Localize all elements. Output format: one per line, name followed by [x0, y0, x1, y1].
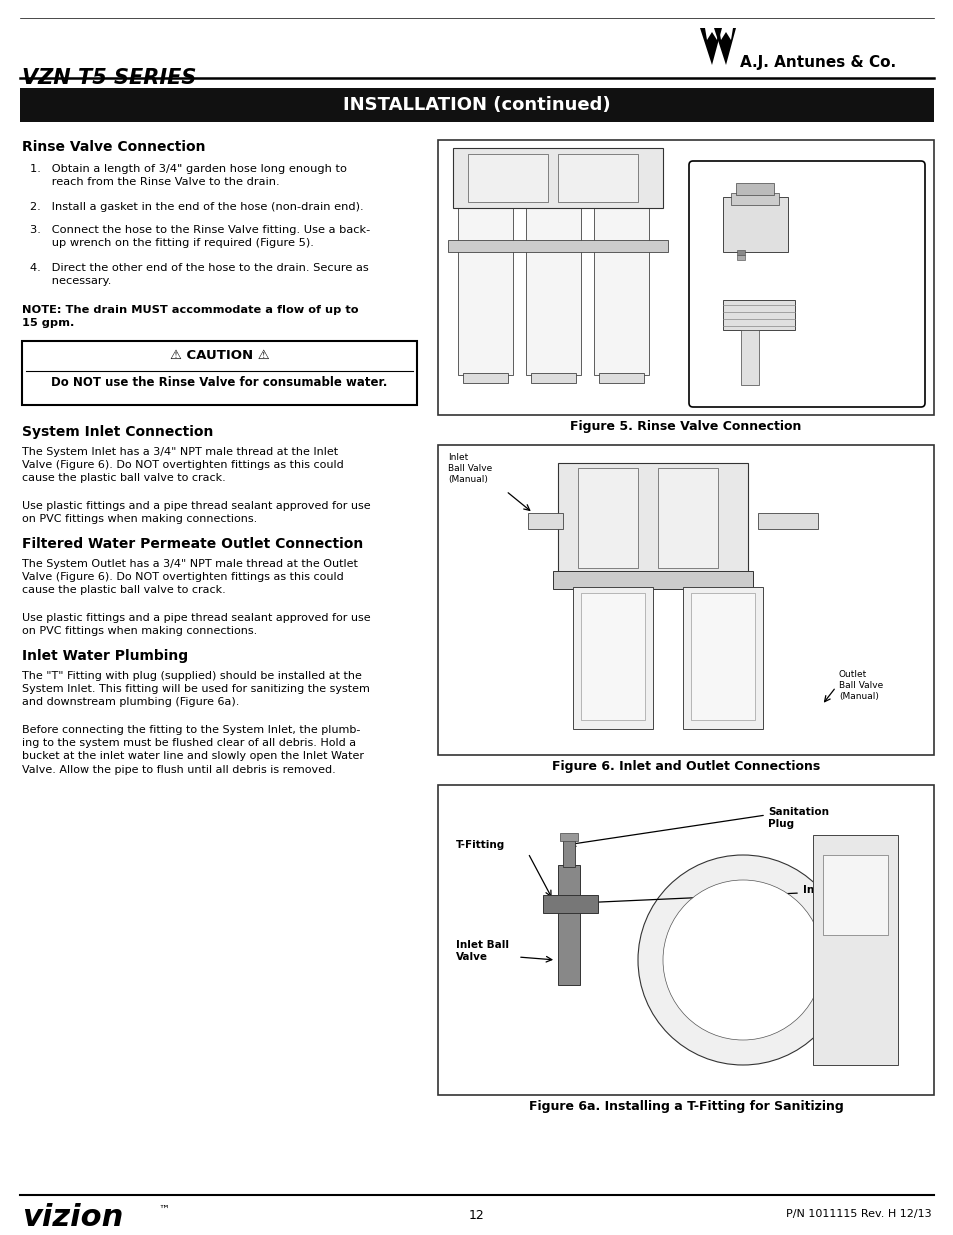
Bar	[822, 855, 887, 935]
Bar	[558, 463, 747, 573]
Bar	[598, 373, 643, 383]
Text: Figure 5. Rinse Valve Connection: Figure 5. Rinse Valve Connection	[570, 420, 801, 433]
Bar	[558, 154, 638, 203]
Text: VZN T5 SERIES: VZN T5 SERIES	[22, 68, 196, 88]
Text: Inlet Ball
Valve: Inlet Ball Valve	[456, 940, 509, 962]
Bar	[740, 330, 759, 385]
Text: 12: 12	[469, 1209, 484, 1221]
Text: Filtered Water Permeate Outlet Connection: Filtered Water Permeate Outlet Connectio…	[22, 537, 363, 551]
Text: A.J. Antunes & Co.: A.J. Antunes & Co.	[740, 56, 895, 70]
Bar	[20, 88, 933, 122]
Bar	[437, 445, 933, 755]
Text: 4.   Direct the other end of the hose to the drain. Secure as
      necessary.: 4. Direct the other end of the hose to t…	[30, 263, 369, 285]
Text: NOTE: The drain MUST accommodate a flow of up to
15 gpm.: NOTE: The drain MUST accommodate a flow …	[22, 305, 358, 327]
Bar	[737, 249, 744, 254]
Bar	[468, 154, 547, 203]
Bar	[690, 593, 754, 720]
Text: vizion: vizion	[22, 1203, 123, 1233]
Text: The "T" Fitting with plug (supplied) should be installed at the
System Inlet. Th: The "T" Fitting with plug (supplied) sho…	[22, 671, 370, 708]
Text: Sanitation
Plug: Sanitation Plug	[767, 806, 828, 830]
Bar	[580, 593, 644, 720]
Bar	[559, 832, 578, 841]
Bar	[437, 785, 933, 1095]
Text: Use plastic fittings and a pipe thread sealant approved for use
on PVC fittings : Use plastic fittings and a pipe thread s…	[22, 613, 370, 636]
FancyBboxPatch shape	[688, 161, 924, 408]
Text: Outlet
Ball Valve
(Manual): Outlet Ball Valve (Manual)	[838, 671, 882, 701]
Polygon shape	[700, 28, 721, 65]
Circle shape	[638, 855, 847, 1065]
Bar	[527, 513, 562, 529]
Bar	[437, 140, 933, 415]
Text: Inlet
Ball Valve
(Manual): Inlet Ball Valve (Manual)	[448, 453, 492, 484]
Polygon shape	[713, 28, 735, 65]
Text: 1.   Obtain a length of 3/4" garden hose long enough to
      reach from the Rin: 1. Obtain a length of 3/4" garden hose l…	[30, 164, 347, 186]
Bar	[448, 240, 667, 252]
Bar	[730, 193, 779, 205]
Bar	[22, 341, 416, 405]
Text: Rinse Valve Connection: Rinse Valve Connection	[22, 140, 205, 154]
Text: Do NOT use the Rinse Valve for consumable water.: Do NOT use the Rinse Valve for consumabl…	[51, 375, 387, 389]
Bar	[462, 373, 507, 383]
Bar	[658, 468, 718, 568]
Text: Figure 6a. Installing a T-Fitting for Sanitizing: Figure 6a. Installing a T-Fitting for Sa…	[528, 1100, 842, 1113]
Text: 3/4"
Garden Hose
(not supplied)
directed
to drain: 3/4" Garden Hose (not supplied) directed…	[804, 296, 867, 351]
Bar	[590, 156, 651, 169]
Text: Before connecting the fitting to the System Inlet, the plumb-
ing to the system : Before connecting the fitting to the Sys…	[22, 725, 364, 774]
Bar	[562, 837, 575, 867]
Bar	[578, 468, 638, 568]
Bar	[542, 895, 598, 913]
Text: VIZION: VIZION	[693, 944, 741, 956]
Text: 3/4"
Garden
Hose
Connection: 3/4" Garden Hose Connection	[804, 209, 856, 251]
Text: T-Fitting: T-Fitting	[456, 840, 505, 850]
Bar	[722, 300, 794, 330]
Text: INSTALLATION (continued): INSTALLATION (continued)	[343, 96, 610, 114]
Text: Figure 6. Inlet and Outlet Connections: Figure 6. Inlet and Outlet Connections	[551, 760, 820, 773]
Bar	[558, 864, 579, 986]
Bar	[722, 198, 787, 252]
Text: Inlet Water Plumbing: Inlet Water Plumbing	[22, 650, 188, 663]
Text: Use plastic fittings and a pipe thread sealant approved for use
on PVC fittings : Use plastic fittings and a pipe thread s…	[22, 501, 370, 524]
Bar	[594, 165, 648, 375]
Text: System Inlet Connection: System Inlet Connection	[22, 425, 213, 438]
Text: The System Inlet has a 3/4" NPT male thread at the Inlet
Valve (Figure 6). Do NO: The System Inlet has a 3/4" NPT male thr…	[22, 447, 343, 483]
Text: ™: ™	[158, 1205, 169, 1215]
Bar	[553, 571, 752, 589]
Bar	[457, 165, 513, 375]
Bar	[522, 156, 583, 169]
Bar	[758, 513, 817, 529]
Text: ⚠ CAUTION ⚠: ⚠ CAUTION ⚠	[170, 350, 269, 362]
Bar	[735, 183, 773, 195]
Circle shape	[662, 881, 822, 1040]
Bar	[682, 587, 762, 729]
Text: Rinse Valve Connection: Rinse Valve Connection	[738, 173, 875, 183]
Bar	[737, 254, 744, 261]
Bar	[531, 373, 576, 383]
Text: 2.   Install a gasket in the end of the hose (non-drain end).: 2. Install a gasket in the end of the ho…	[30, 203, 363, 212]
Bar	[573, 587, 652, 729]
Bar	[453, 148, 662, 207]
Text: Inlet: Inlet	[802, 885, 829, 895]
Text: The System Outlet has a 3/4" NPT male thread at the Outlet
Valve (Figure 6). Do : The System Outlet has a 3/4" NPT male th…	[22, 559, 357, 595]
Bar	[812, 835, 897, 1065]
Bar	[455, 156, 516, 169]
Text: P/N 1011115 Rev. H 12/13: P/N 1011115 Rev. H 12/13	[785, 1209, 931, 1219]
Bar	[525, 165, 580, 375]
Text: 3.   Connect the hose to the Rinse Valve fitting. Use a back-
      up wrench on: 3. Connect the hose to the Rinse Valve f…	[30, 225, 370, 248]
